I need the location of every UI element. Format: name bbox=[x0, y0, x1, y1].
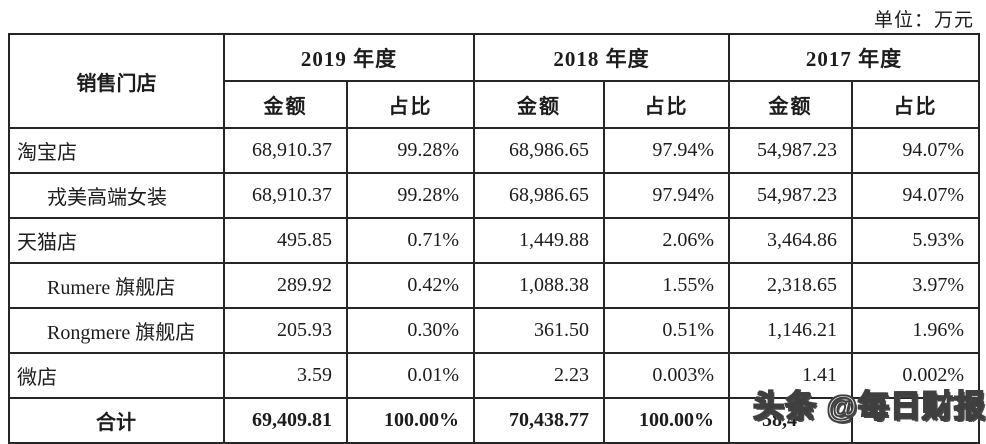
amount-2017-cell: 54,987.23 bbox=[728, 172, 853, 219]
table-row-tmall: 天猫店 495.85 0.71% 1,449.88 2.06% 3,464.86… bbox=[8, 217, 980, 264]
ratio-2019-cell: 0.30% bbox=[346, 307, 475, 354]
amount-2017-cell: 3,464.86 bbox=[728, 217, 853, 264]
amount-2019-cell: 205.93 bbox=[223, 307, 348, 354]
store-cell: 合计 bbox=[8, 397, 225, 444]
year-header-2018: 2018 年度 bbox=[473, 33, 730, 82]
amount-2018-cell: 68,986.65 bbox=[473, 172, 605, 219]
amount-2019-cell: 3.59 bbox=[223, 352, 348, 399]
amount-2017-cell: 1,146.21 bbox=[728, 307, 853, 354]
amount-2017-cell: 54,987.23 bbox=[728, 127, 853, 174]
amount-2018-cell: 2.23 bbox=[473, 352, 605, 399]
table-row-taobao: 淘宝店 68,910.37 99.28% 68,986.65 97.94% 54… bbox=[8, 127, 980, 174]
ratio-2018-cell: 2.06% bbox=[603, 217, 730, 264]
amount-2018-cell: 1,088.38 bbox=[473, 262, 605, 309]
year-header-2019: 2019 年度 bbox=[223, 33, 475, 82]
amount-header-2018: 金额 bbox=[473, 80, 605, 129]
sub-header-row: 金额 占比 金额 占比 金额 占比 bbox=[9, 80, 980, 129]
amount-2019-cell: 68,910.37 bbox=[223, 172, 348, 219]
amount-header-2019: 金额 bbox=[223, 80, 348, 129]
table-row-rongmere: Rongmere 旗舰店 205.93 0.30% 361.50 0.51% 1… bbox=[8, 307, 980, 354]
amount-2019-cell: 289.92 bbox=[223, 262, 348, 309]
ratio-2017-cell: 1.96% bbox=[851, 307, 980, 354]
ratio-2019-cell: 0.71% bbox=[346, 217, 475, 264]
ratio-header-2019: 占比 bbox=[346, 80, 475, 129]
store-cell: 戎美高端女装 bbox=[8, 172, 225, 219]
amount-2019-cell: 69,409.81 bbox=[223, 397, 348, 444]
ratio-2019-cell: 0.01% bbox=[346, 352, 475, 399]
ratio-2017-cell: 0.002% bbox=[851, 352, 980, 399]
amount-2018-cell: 70,438.77 bbox=[473, 397, 605, 444]
ratio-header-2018: 占比 bbox=[603, 80, 730, 129]
amount-2019-cell: 495.85 bbox=[223, 217, 348, 264]
ratio-2018-cell: 0.51% bbox=[603, 307, 730, 354]
ratio-2019-cell: 99.28% bbox=[346, 127, 475, 174]
store-column-header: 销售门店 bbox=[8, 33, 225, 129]
store-cell: Rongmere 旗舰店 bbox=[8, 307, 225, 354]
ratio-header-2017: 占比 bbox=[851, 80, 980, 129]
amount-2017-cell: 1.41 bbox=[728, 352, 853, 399]
amount-2017-cell: 2,318.65 bbox=[728, 262, 853, 309]
ratio-2017-cell: 94.07% bbox=[851, 127, 980, 174]
store-cell: 微店 bbox=[8, 352, 225, 399]
ratio-2019-cell: 0.42% bbox=[346, 262, 475, 309]
ratio-2018-cell: 0.003% bbox=[603, 352, 730, 399]
store-cell: 淘宝店 bbox=[8, 127, 225, 174]
amount-2018-cell: 361.50 bbox=[473, 307, 605, 354]
sales-store-table: 销售门店 2019 年度 2018 年度 2017 年度 金额 占比 金额 占比… bbox=[8, 33, 980, 444]
ratio-2018-cell: 1.55% bbox=[603, 262, 730, 309]
year-header-2017: 2017 年度 bbox=[728, 33, 980, 82]
ratio-2019-cell: 99.28% bbox=[346, 172, 475, 219]
ratio-2018-cell: 97.94% bbox=[603, 127, 730, 174]
amount-header-2017: 金额 bbox=[728, 80, 853, 129]
table-row-rumere: Rumere 旗舰店 289.92 0.42% 1,088.38 1.55% 2… bbox=[8, 262, 980, 309]
ratio-2018-cell: 100.00% bbox=[603, 397, 730, 444]
ratio-2018-cell: 97.94% bbox=[603, 172, 730, 219]
unit-label: 单位：万元 bbox=[873, 10, 974, 31]
ratio-2019-cell: 100.00% bbox=[346, 397, 475, 444]
table-row-weidian: 微店 3.59 0.01% 2.23 0.003% 1.41 0.002% bbox=[8, 352, 980, 399]
store-cell: 天猫店 bbox=[8, 217, 225, 264]
ratio-2017-cell: 3.97% bbox=[851, 262, 980, 309]
amount-2018-cell: 1,449.88 bbox=[473, 217, 605, 264]
toutiao-watermark: 头条 @每日财报 bbox=[752, 388, 986, 425]
table-row-rongmei-womenswear: 戎美高端女装 68,910.37 99.28% 68,986.65 97.94%… bbox=[8, 172, 980, 219]
store-cell: Rumere 旗舰店 bbox=[8, 262, 225, 309]
ratio-2017-cell: 5.93% bbox=[851, 217, 980, 264]
ratio-2017-cell: 94.07% bbox=[851, 172, 980, 219]
amount-2018-cell: 68,986.65 bbox=[473, 127, 605, 174]
year-header-row: 销售门店 2019 年度 2018 年度 2017 年度 bbox=[8, 33, 980, 129]
amount-2019-cell: 68,910.37 bbox=[223, 127, 348, 174]
